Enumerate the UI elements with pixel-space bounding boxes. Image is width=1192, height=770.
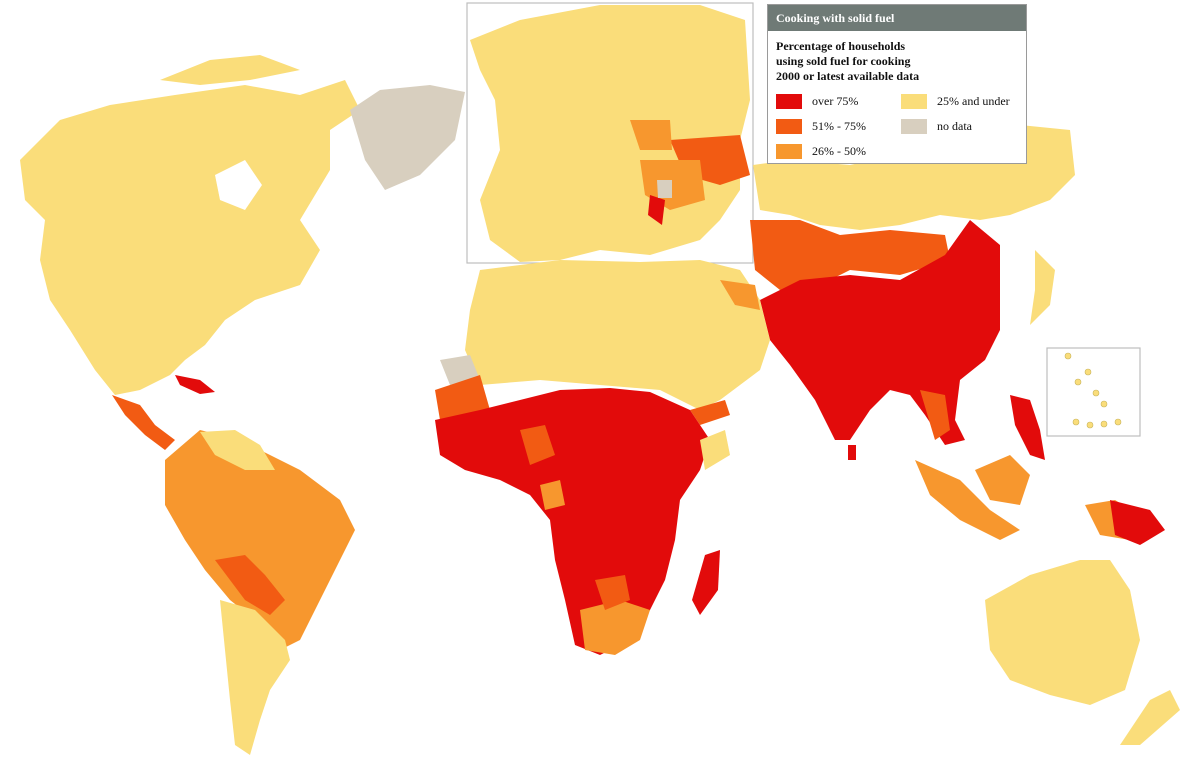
europe-region [470, 5, 750, 262]
botswana-orange [595, 575, 630, 610]
legend-title: Cooking with solid fuel [768, 5, 1026, 31]
legend-swatch-over-75 [776, 94, 802, 109]
hudson-bay [215, 160, 262, 210]
legend-subtitle-line-3: 2000 or latest available data [776, 69, 920, 83]
yemen-orange [690, 400, 730, 425]
indonesia-orange [915, 460, 1020, 540]
legend-swatch-no-data [901, 119, 927, 134]
belarus-ukraine-light [630, 120, 672, 150]
gabon-orange [540, 480, 565, 510]
western-sahara-no-data [440, 355, 480, 385]
southern-cone [220, 600, 290, 755]
venezuela-guyana [200, 430, 275, 470]
legend-swatch-26-50 [776, 144, 802, 159]
new-zealand [1120, 690, 1180, 745]
horn-of-africa-yellow [700, 430, 730, 470]
south-america-region [165, 430, 355, 650]
middle-east-north-africa [465, 260, 770, 410]
south-east-asia-red [760, 220, 1000, 445]
legend-swatch-25-and-under [901, 94, 927, 109]
bolivia-paraguay [215, 555, 285, 615]
canada-arctic-islands [160, 55, 300, 85]
caribbean-cuba [175, 375, 215, 394]
philippines-red [1010, 395, 1045, 460]
australia-region [985, 560, 1140, 705]
pacific-inset-frame [1046, 347, 1141, 437]
legend-label-25-and-under: 25% and under [937, 94, 1010, 108]
madagascar-red [692, 550, 720, 615]
north-america-region [20, 80, 360, 395]
new-guinea-red [1110, 500, 1165, 545]
greenland-region [350, 85, 465, 190]
mexico-central-america [112, 395, 175, 450]
sub-saharan-africa-red [435, 388, 710, 655]
legend-panel: Cooking with solid fuel Percentage of ho… [767, 4, 1027, 164]
legend-label-over-75: over 75% [812, 94, 859, 108]
legend-subtitle-line-1: Percentage of households [776, 39, 906, 53]
legend-label-no-data: no data [937, 119, 972, 133]
legend-swatch-51-75 [776, 119, 802, 134]
indochina-orange [920, 390, 950, 440]
southern-africa-orange [580, 600, 650, 655]
nigeria-orange [520, 425, 555, 465]
central-asia-orange [750, 220, 950, 290]
balkans-red [648, 195, 665, 225]
pacific-islands [1064, 352, 1122, 429]
japan-korea [1030, 250, 1055, 325]
legend-subtitle-line-2: using sold fuel for cooking [776, 54, 911, 68]
borneo-orange [975, 455, 1030, 505]
europe-no-data [657, 180, 672, 198]
sri-lanka [848, 445, 856, 460]
legend-subtitle: Percentage of households using sold fuel… [768, 31, 1026, 84]
iran-afghanistan-orange [720, 280, 760, 310]
legend-label-26-50: 26% - 50% [812, 144, 866, 158]
legend-label-51-75: 51% - 75% [812, 119, 866, 133]
